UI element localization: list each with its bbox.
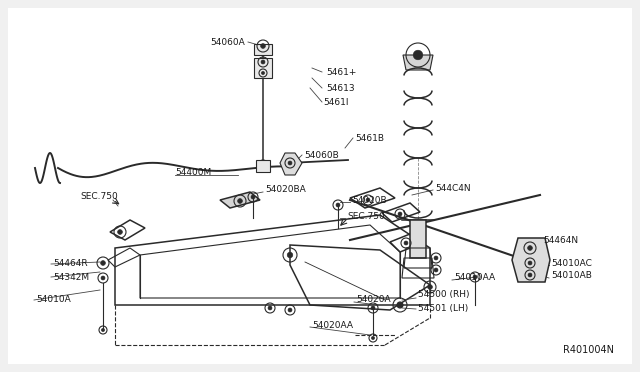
Circle shape: [288, 161, 292, 165]
Circle shape: [528, 261, 532, 265]
Polygon shape: [254, 44, 272, 55]
Circle shape: [288, 308, 292, 312]
Circle shape: [287, 252, 293, 258]
Circle shape: [101, 276, 105, 280]
Circle shape: [237, 199, 243, 203]
Polygon shape: [403, 55, 433, 70]
Circle shape: [399, 304, 401, 306]
Circle shape: [261, 71, 264, 75]
Polygon shape: [220, 192, 260, 208]
Text: 54060A: 54060A: [211, 38, 245, 46]
Circle shape: [473, 275, 477, 279]
Text: 54464N: 54464N: [543, 235, 578, 244]
Circle shape: [261, 163, 265, 167]
Circle shape: [366, 198, 370, 202]
Text: R401004N: R401004N: [563, 345, 614, 355]
Polygon shape: [256, 160, 270, 172]
FancyBboxPatch shape: [8, 8, 632, 364]
Circle shape: [528, 273, 532, 277]
Text: 544C4N: 544C4N: [435, 183, 470, 192]
Text: 54020BA: 54020BA: [265, 185, 306, 193]
Text: 54500 (RH): 54500 (RH): [418, 291, 470, 299]
Text: 54010A: 54010A: [36, 295, 71, 305]
Text: 54400M: 54400M: [175, 167, 211, 176]
Circle shape: [100, 261, 106, 265]
Text: 54342M: 54342M: [53, 273, 89, 282]
Circle shape: [397, 302, 403, 308]
Text: 54010AA: 54010AA: [454, 273, 495, 282]
Text: 54464R: 54464R: [53, 260, 88, 269]
Circle shape: [261, 60, 265, 64]
Circle shape: [251, 195, 255, 199]
Text: 54060B: 54060B: [304, 151, 339, 160]
Text: SEC.750: SEC.750: [80, 192, 118, 201]
Circle shape: [268, 306, 272, 310]
Polygon shape: [280, 153, 302, 175]
Text: 54020B: 54020B: [352, 196, 387, 205]
Circle shape: [398, 212, 402, 216]
Text: 54010AB: 54010AB: [551, 272, 592, 280]
Circle shape: [260, 44, 266, 48]
Circle shape: [118, 230, 122, 234]
Circle shape: [101, 328, 104, 331]
Text: 54010AC: 54010AC: [551, 259, 592, 267]
Circle shape: [336, 203, 340, 207]
Circle shape: [434, 256, 438, 260]
Circle shape: [371, 336, 374, 340]
Polygon shape: [254, 58, 272, 78]
Circle shape: [404, 241, 408, 245]
Polygon shape: [512, 238, 550, 282]
Text: 54613: 54613: [326, 83, 355, 93]
Circle shape: [527, 246, 532, 250]
Circle shape: [428, 285, 433, 289]
Text: 5461B: 5461B: [355, 134, 384, 142]
Text: 54020AA: 54020AA: [312, 321, 353, 330]
Text: SEC.750: SEC.750: [347, 212, 385, 221]
Circle shape: [413, 50, 423, 60]
Circle shape: [371, 306, 375, 310]
Polygon shape: [410, 220, 426, 258]
Circle shape: [434, 268, 438, 272]
Text: 54020A: 54020A: [356, 295, 390, 305]
Text: 5461I: 5461I: [323, 97, 349, 106]
Text: 5461+: 5461+: [326, 67, 356, 77]
Text: 54501 (LH): 54501 (LH): [418, 304, 468, 312]
